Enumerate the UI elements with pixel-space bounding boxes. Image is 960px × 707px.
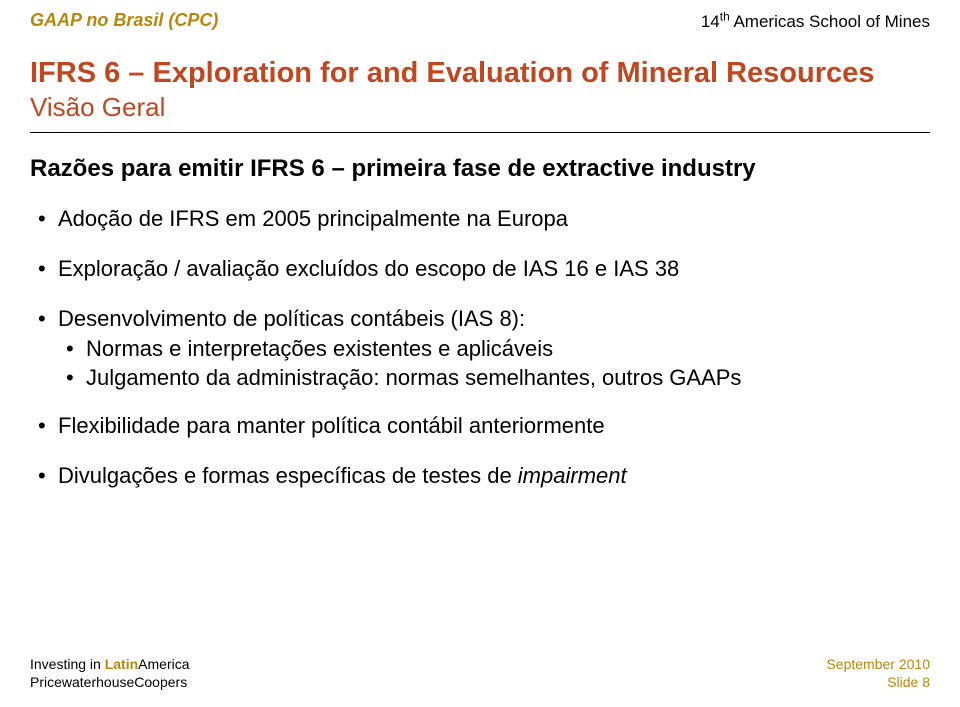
bullet-3a: Normas e interpretações existentes e apl… [58, 335, 920, 363]
bullet-1: Adoção de IFRS em 2005 principalmente na… [30, 205, 920, 233]
title-main: IFRS 6 – Exploration for and Evaluation … [30, 55, 930, 91]
header-right: 14th Americas School of Mines [701, 12, 930, 32]
footer-left-post: America [138, 656, 189, 672]
title-block: IFRS 6 – Exploration for and Evaluation … [30, 55, 930, 124]
header-left: GAAP no Brasil (CPC) [30, 10, 218, 31]
bullet-3b: Julgamento da administração: normas seme… [58, 364, 920, 392]
header-right-pre: 14 [701, 12, 720, 31]
footer-left-latin: Latin [105, 656, 138, 672]
bullet-3: Desenvolvimento de políticas contábeis (… [30, 305, 920, 391]
bullet-5-pre: Divulgações e formas específicas de test… [58, 463, 518, 488]
header-right-text: 14th Americas School of Mines [701, 12, 930, 31]
footer-left-pre: Investing in [30, 656, 105, 672]
body-content: Razões para emitir IFRS 6 – primeira fas… [30, 155, 920, 512]
footer-left: Investing in LatinAmerica Pricewaterhous… [30, 656, 190, 691]
header-right-post: Americas School of Mines [730, 12, 930, 31]
bullet-2: Exploração / avaliação excluídos do esco… [30, 255, 920, 283]
bullet-4: Flexibilidade para manter política contá… [30, 412, 920, 440]
footer-right: September 2010 Slide 8 [826, 656, 930, 691]
bullet-3-sublist: Normas e interpretações existentes e apl… [58, 335, 920, 391]
bullet-list: Adoção de IFRS em 2005 principalmente na… [30, 205, 920, 490]
footer-right-line1: September 2010 [826, 656, 930, 674]
bullet-5-italic: impairment [518, 463, 627, 488]
bullet-5: Divulgações e formas específicas de test… [30, 462, 920, 490]
title-sub: Visão Geral [30, 91, 930, 124]
header-left-text: GAAP no Brasil (CPC) [30, 10, 218, 30]
slide: GAAP no Brasil (CPC) 14th Americas Schoo… [0, 0, 960, 707]
footer-right-line2: Slide 8 [826, 674, 930, 692]
footer-left-line1: Investing in LatinAmerica [30, 656, 190, 674]
divider [30, 132, 930, 133]
bullet-3-text: Desenvolvimento de políticas contábeis (… [58, 306, 525, 331]
lead-text: Razões para emitir IFRS 6 – primeira fas… [30, 155, 920, 183]
footer-left-line2: PricewaterhouseCoopers [30, 674, 190, 692]
header-right-sup: th [720, 9, 730, 23]
